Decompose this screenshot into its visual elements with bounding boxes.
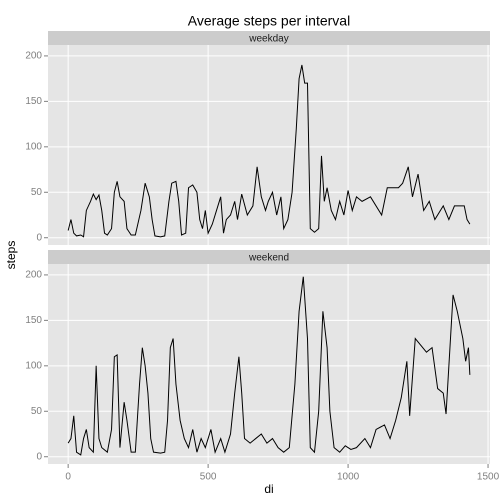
y-tick-label: 50 bbox=[31, 187, 43, 198]
x-axis-title: di bbox=[264, 482, 273, 496]
line bbox=[67, 276, 471, 456]
y-tick-label: 150 bbox=[25, 315, 42, 326]
x-tick-label: 1500 bbox=[477, 472, 500, 483]
y-tick-label: 100 bbox=[25, 141, 42, 152]
y-tick-label: 0 bbox=[36, 232, 42, 243]
strip-label: weekday bbox=[248, 34, 288, 45]
y-tick-label: 100 bbox=[25, 360, 42, 371]
y-axis-title: steps bbox=[4, 241, 18, 270]
y-tick-label: 150 bbox=[25, 96, 42, 107]
line bbox=[67, 64, 471, 238]
y-tick-label: 200 bbox=[25, 270, 42, 281]
x-tick-label: 0 bbox=[65, 472, 71, 483]
y-tick-label: 0 bbox=[36, 451, 42, 462]
strip-label: weekend bbox=[248, 253, 289, 264]
strip bbox=[48, 31, 490, 45]
chart-title: Average steps per interval bbox=[188, 13, 350, 29]
x-tick-label: 500 bbox=[200, 472, 217, 483]
strip bbox=[48, 250, 490, 264]
y-tick-label: 200 bbox=[25, 51, 42, 62]
x-tick-label: 1000 bbox=[337, 472, 360, 483]
y-tick-label: 50 bbox=[31, 406, 43, 417]
panel-background bbox=[48, 45, 490, 245]
